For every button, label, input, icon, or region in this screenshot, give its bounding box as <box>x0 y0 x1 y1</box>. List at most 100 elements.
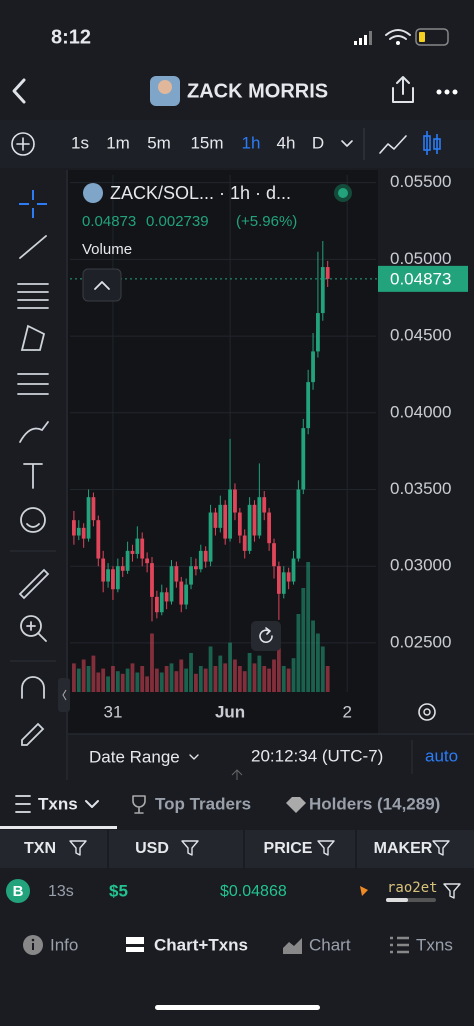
volume-bar <box>101 668 106 692</box>
tool-line[interactable] <box>19 235 47 259</box>
tab-holders[interactable]: Holders (14,289) <box>309 794 440 813</box>
share-button[interactable] <box>392 76 414 103</box>
collapse-tools[interactable] <box>58 678 70 712</box>
auto-scale-button[interactable]: auto <box>425 746 458 765</box>
column-filter[interactable] <box>181 840 199 856</box>
volume-bar <box>272 659 276 692</box>
candle-body <box>286 572 291 582</box>
volume-bar <box>86 666 91 692</box>
tool-brush[interactable] <box>19 421 49 443</box>
tab-txns[interactable]: Txns <box>38 794 78 813</box>
candle-body <box>272 543 276 567</box>
column-header[interactable]: PRICE <box>264 840 313 857</box>
line-chart-button[interactable] <box>379 135 407 154</box>
volume-bar <box>252 663 257 692</box>
column-header[interactable]: USD <box>135 840 169 857</box>
interval-button[interactable]: 5m <box>147 133 171 152</box>
nav-chart[interactable]: Chart <box>309 935 351 954</box>
settings-button[interactable] <box>418 703 436 721</box>
tool-crosshair[interactable] <box>19 190 47 218</box>
volume-bar <box>228 642 232 692</box>
nav-chart-txns[interactable]: Chart+Txns <box>154 935 248 954</box>
interval-dropdown[interactable] <box>341 140 353 147</box>
column-header[interactable]: TXN <box>24 840 56 857</box>
volume-bar <box>164 666 169 692</box>
tool-emoji[interactable] <box>20 507 46 533</box>
volume-bar <box>301 588 306 692</box>
tab-top-traders[interactable]: Top Traders <box>155 794 251 813</box>
ohlc-change: 0.002739 <box>146 213 209 230</box>
candle-body <box>169 566 174 602</box>
candle-body <box>179 581 184 605</box>
nav-txns[interactable]: Txns <box>416 935 453 954</box>
y-tick-label: 0.03000 <box>390 556 451 575</box>
maker-bar-fill <box>386 898 408 902</box>
tool-zoom[interactable] <box>20 615 47 642</box>
candle-body <box>150 563 154 597</box>
tab-caret <box>85 800 99 808</box>
tool-lock-draw[interactable] <box>21 722 45 746</box>
volume-bar <box>194 673 198 692</box>
interval-button[interactable]: D <box>312 133 324 152</box>
nav-info[interactable]: Info <box>50 935 78 954</box>
candle-body <box>306 382 311 429</box>
candle-body <box>106 569 110 582</box>
column-filter[interactable] <box>432 840 450 856</box>
x-tick-label: 2 <box>342 702 351 721</box>
volume-bar <box>213 666 218 692</box>
volume-bar <box>81 659 86 692</box>
volume-bar <box>286 668 291 692</box>
tool-pattern[interactable] <box>20 324 46 351</box>
candle-body <box>86 497 91 539</box>
date-range-button[interactable]: Date Range <box>89 747 180 766</box>
interval-button[interactable]: 1h <box>242 133 261 152</box>
column-filter[interactable] <box>69 840 87 856</box>
tool-projection[interactable] <box>17 373 49 395</box>
volume-bar <box>296 614 301 692</box>
tab-bar <box>0 780 474 828</box>
volume-bar <box>233 659 237 692</box>
back-button[interactable] <box>12 78 26 104</box>
column-filter[interactable] <box>317 840 335 856</box>
avatar-face <box>158 80 172 94</box>
volume-bar <box>203 668 208 692</box>
candle-body <box>233 489 237 513</box>
volume-bar <box>120 673 125 692</box>
collapse-button[interactable] <box>82 268 122 302</box>
reset-button[interactable] <box>251 621 281 651</box>
maker-filter[interactable] <box>443 883 461 899</box>
interval-button[interactable]: 1s <box>71 133 89 152</box>
candle-body <box>81 527 86 539</box>
tool-magnet[interactable] <box>21 676 45 699</box>
volume-bar <box>130 663 135 692</box>
volume-bar <box>306 562 311 692</box>
candle-body <box>311 351 315 383</box>
chart: 0.02500 0.03000 0.03500 0.04000 0.04500 0.050… <box>70 172 468 721</box>
interval-button[interactable]: 15m <box>190 133 223 152</box>
live-dot <box>338 188 348 198</box>
volume-bar <box>325 666 330 692</box>
candle-body <box>257 497 262 536</box>
interval-button[interactable]: 1m <box>106 133 130 152</box>
table-row <box>0 868 474 915</box>
candle-body <box>120 566 125 571</box>
volume-bar <box>150 633 154 692</box>
more-button[interactable] <box>436 89 458 95</box>
column-header[interactable]: MAKER <box>374 840 433 857</box>
candle-body <box>125 550 130 571</box>
candle-body <box>252 504 257 536</box>
txn-maker[interactable]: rao2et <box>387 880 438 896</box>
volume-bar <box>237 666 242 692</box>
y-tick-label: 0.04000 <box>390 402 451 421</box>
holders-icon <box>286 797 306 813</box>
trophy-icon <box>132 795 146 814</box>
tool-text[interactable] <box>23 463 43 489</box>
candle-body <box>111 569 115 590</box>
timezone-clock[interactable]: 20:12:34 (UTC-7) <box>251 746 383 765</box>
candle-body <box>145 558 150 564</box>
tool-fib[interactable] <box>17 283 49 309</box>
tool-ruler[interactable] <box>18 568 50 600</box>
add-button[interactable] <box>11 132 35 156</box>
candle-chart-button[interactable] <box>423 131 441 155</box>
interval-button[interactable]: 4h <box>277 133 296 152</box>
